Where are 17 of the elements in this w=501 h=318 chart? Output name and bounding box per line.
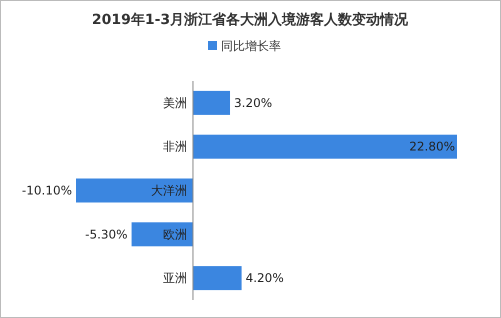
y-tick-label: 亚洲 [162,271,187,286]
y-tick-label: 大洋洲 [150,184,187,198]
bar [132,222,193,246]
bar [76,178,193,202]
y-tick-label: 欧洲 [162,227,187,242]
legend-label: 同比增长率 [221,39,281,53]
data-label: 4.20% [246,271,284,286]
data-label: -10.10% [22,184,72,198]
data-label: 3.20% [234,96,272,110]
bar [192,90,230,115]
data-label: 22.80% [409,140,455,154]
data-label: -5.30% [85,227,128,242]
bar [192,266,242,290]
chart-title: 2019年1-3月浙江省各大洲入境游客人数变动情况 [92,11,410,28]
y-tick-label: 美洲 [162,96,187,110]
y-tick-label: 非洲 [162,140,187,154]
bar [192,134,457,159]
